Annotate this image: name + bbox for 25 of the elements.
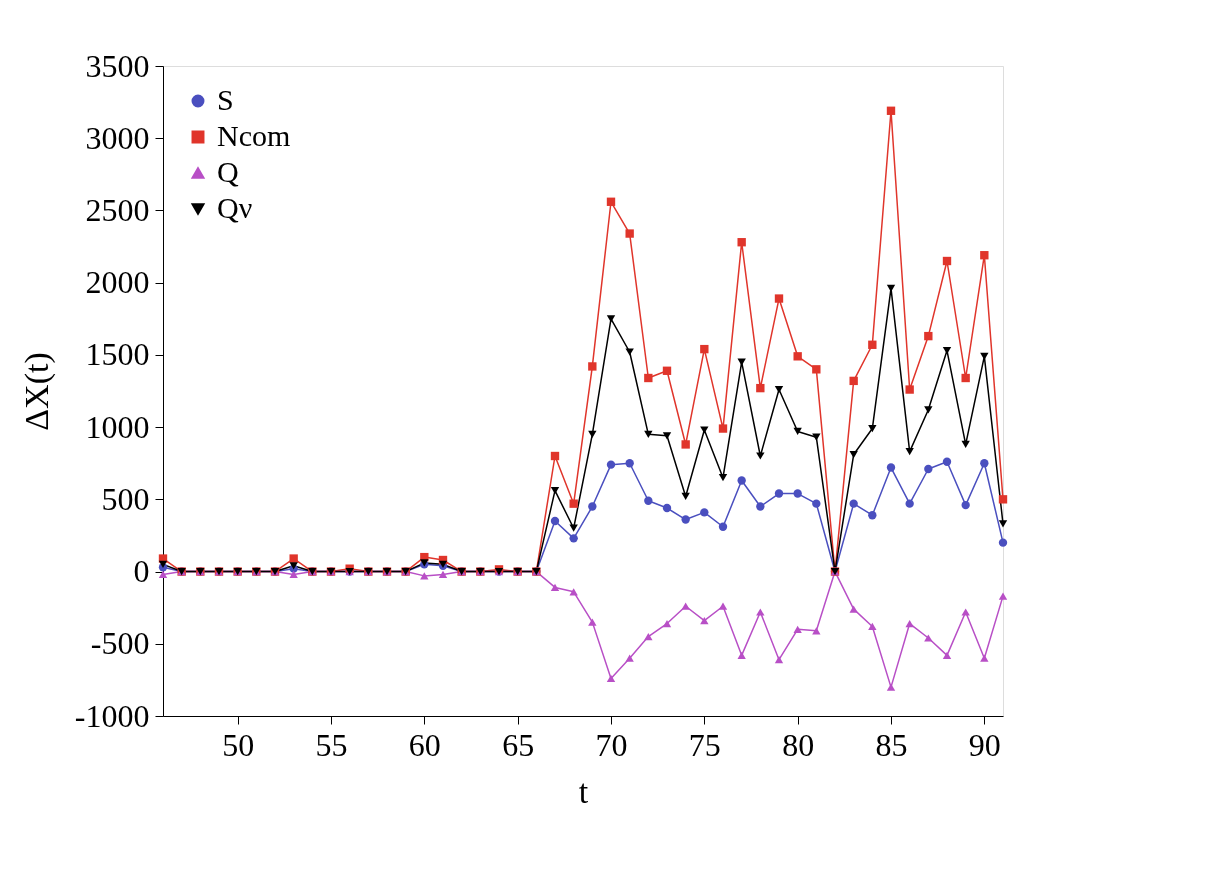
x-tick-label: 60 — [408, 726, 441, 763]
x-tick-label: 75 — [688, 726, 721, 763]
x-tick-label: 70 — [595, 726, 628, 763]
y-tick-label: 500 — [101, 480, 150, 517]
y-tick-label: 3500 — [85, 47, 150, 84]
x-tick-label: 65 — [502, 726, 535, 763]
x-tick-label: 85 — [875, 726, 908, 763]
legend-label: Qν — [217, 191, 253, 224]
legend-label: Ncom — [217, 119, 291, 152]
y-tick-label: 0 — [133, 553, 150, 590]
y-tick-label: -1000 — [74, 697, 150, 734]
x-axis-title: t — [578, 772, 589, 810]
x-tick-label: 90 — [968, 726, 1001, 763]
y-tick-label: 3000 — [85, 119, 150, 156]
x-tick-label: 80 — [782, 726, 815, 763]
y-tick-label: 2000 — [85, 264, 150, 301]
x-tick-label: 55 — [315, 726, 348, 763]
y-tick-label: 1000 — [85, 408, 150, 445]
legend-label: S — [217, 83, 234, 116]
x-tick-label: 50 — [222, 726, 255, 763]
legend-label: Q — [217, 155, 239, 188]
y-tick-label: -500 — [90, 625, 150, 662]
y-tick-label: 2500 — [85, 191, 150, 228]
y-axis-title: ΔX(t) — [17, 352, 56, 431]
y-tick-label: 1500 — [85, 336, 150, 373]
